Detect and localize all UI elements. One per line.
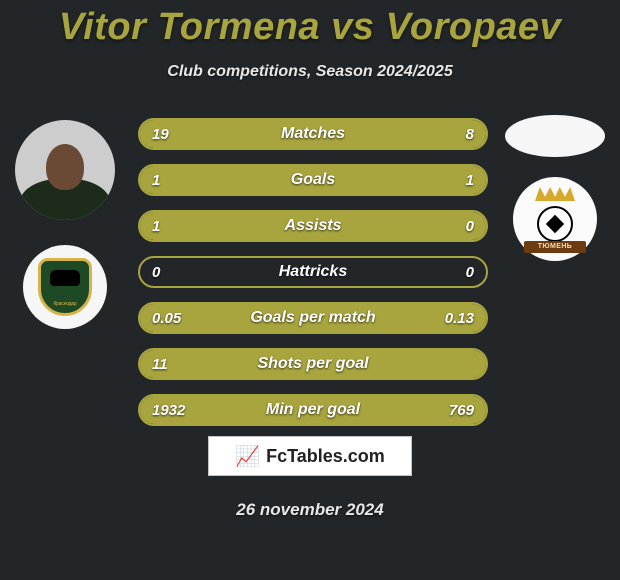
stat-label: Matches — [140, 120, 486, 148]
brand-badge: 📈 FcTables.com — [208, 436, 412, 476]
stat-row: 0.050.13Goals per match — [138, 302, 488, 334]
right-player-column: ТЮМЕНЬ — [500, 115, 610, 261]
brand-text: FcTables.com — [266, 446, 385, 467]
stat-label: Goals — [140, 166, 486, 194]
brand-icon: 📈 — [235, 444, 260, 469]
stat-row: 10Assists — [138, 210, 488, 242]
stat-row: 00Hattricks — [138, 256, 488, 288]
stat-row: 11Shots per goal — [138, 348, 488, 380]
stat-row: 1932769Min per goal — [138, 394, 488, 426]
player-right-avatar — [505, 115, 605, 157]
page-title: Vitor Tormena vs Voropaev — [0, 0, 620, 49]
player-left-club-label: Краснодар — [41, 301, 89, 307]
stats-container: 198Matches 11Goals 10Assists 00Hattricks 0.0… — [138, 118, 488, 440]
stat-label: Shots per goal — [140, 350, 486, 378]
player-right-club-badge: ТЮМЕНЬ — [513, 177, 597, 261]
stat-row: 11Goals — [138, 164, 488, 196]
date-stamp: 26 november 2024 — [0, 500, 620, 520]
subtitle: Club competitions, Season 2024/2025 — [0, 63, 620, 81]
player-left-avatar — [15, 120, 115, 220]
stat-row: 198Matches — [138, 118, 488, 150]
stat-label: Assists — [140, 212, 486, 240]
stat-label: Hattricks — [140, 258, 486, 286]
player-right-club-label: ТЮМЕНЬ — [524, 241, 586, 253]
player-left-club-badge: Краснодар — [23, 245, 107, 329]
stat-label: Min per goal — [140, 396, 486, 424]
stat-label: Goals per match — [140, 304, 486, 332]
left-player-column: Краснодар — [10, 120, 120, 329]
